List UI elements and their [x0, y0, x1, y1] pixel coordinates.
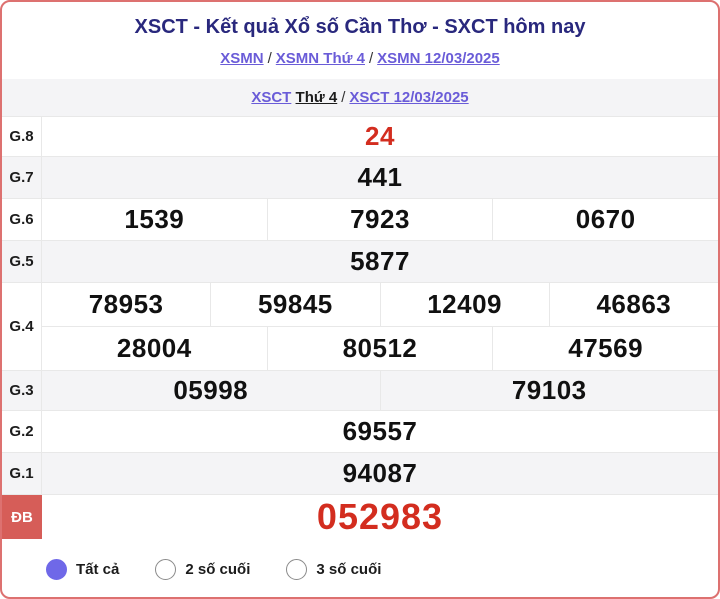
filter-option-label: 3 số cuối — [316, 561, 382, 578]
prize-number: 28004 — [116, 333, 192, 363]
header: XSCT - Kết quả Xổ số Cần Thơ - SXCT hôm … — [2, 2, 718, 70]
filter-option-last2[interactable]: 2 số cuối — [155, 559, 250, 580]
filter-bar: Tất cả 2 số cuối 3 số cuối — [2, 539, 718, 597]
prize-row-g8: G.8 24 — [2, 117, 718, 157]
breadcrumb-link-xsmn[interactable]: XSMN — [220, 50, 264, 67]
prize-label-special: ĐB — [2, 495, 42, 539]
breadcrumb-link-xsct[interactable]: XSCT — [251, 89, 292, 106]
filter-option-label: Tất cả — [76, 561, 120, 578]
filter-option-last3[interactable]: 3 số cuối — [286, 559, 381, 580]
prize-row-g5: G.5 5877 — [2, 241, 718, 283]
breadcrumb-link-xsct-date[interactable]: XSCT 12/03/2025 — [349, 89, 469, 106]
breadcrumb-current-day: Thứ 4 — [295, 89, 338, 106]
radio-all-icon[interactable] — [46, 559, 67, 580]
breadcrumb-link-xsmn-date[interactable]: XSMN 12/03/2025 — [377, 50, 500, 67]
breadcrumb-xsct: XSCT Thứ 4/XSCT 12/03/2025 — [2, 79, 718, 117]
prize-number: 24 — [365, 121, 395, 151]
page-title: XSCT - Kết quả Xổ số Cần Thơ - SXCT hôm … — [134, 16, 586, 38]
prize-number: 1539 — [124, 204, 185, 234]
prize-number: 0670 — [492, 199, 718, 240]
prize-number: 12409 — [379, 283, 549, 326]
filter-option-all[interactable]: Tất cả — [46, 559, 119, 580]
prize-label: G.4 — [2, 283, 42, 370]
prize-number: 59845 — [210, 283, 379, 326]
prize-number: 47569 — [492, 327, 718, 370]
breadcrumb-separator: / — [368, 50, 374, 67]
prize-label: G.2 — [2, 411, 42, 452]
prize-row-g2: G.2 69557 — [2, 411, 718, 453]
prize-number: 78953 — [88, 289, 164, 319]
prize-number: 80512 — [266, 327, 493, 370]
results-table: G.8 24 G.7 441 G.6 1539 7923 0670 G.5 58… — [2, 117, 718, 539]
breadcrumb-separator: / — [267, 50, 272, 67]
prize-number: 94087 — [342, 458, 418, 488]
prize-number: 69557 — [342, 416, 418, 446]
prize-label: G.6 — [2, 199, 42, 240]
prize-row-g6: G.6 1539 7923 0670 — [2, 199, 718, 241]
radio-last2-icon[interactable] — [155, 559, 177, 580]
special-prize-number: 052983 — [316, 496, 444, 537]
prize-label: G.1 — [2, 453, 42, 494]
prize-number: 79103 — [379, 371, 719, 410]
prize-row-g3: G.3 05998 79103 — [2, 371, 718, 411]
prize-row-g4: G.4 78953 59845 12409 46863 28004 80512 … — [2, 283, 718, 371]
prize-number: 05998 — [173, 375, 249, 405]
prize-label: G.8 — [2, 117, 42, 156]
prize-label: G.3 — [2, 371, 42, 410]
prize-number: 7923 — [266, 199, 493, 240]
prize-label: G.5 — [2, 241, 42, 282]
prize-row-g7: G.7 441 — [2, 157, 718, 199]
prize-row-db: ĐB 052983 — [2, 495, 718, 539]
filter-option-label: 2 số cuối — [185, 561, 251, 578]
prize-number: 441 — [357, 162, 403, 192]
breadcrumb-xsmn: XSMN / XSMN Thứ 4/XSMN 12/03/2025 — [2, 48, 718, 70]
prize-number: 5877 — [350, 246, 410, 276]
prize-label: G.7 — [2, 157, 42, 198]
breadcrumb-separator: / — [341, 89, 346, 106]
breadcrumb-link-xsmn-thu4[interactable]: XSMN Thứ 4 — [275, 50, 365, 67]
radio-last3-icon[interactable] — [286, 559, 308, 580]
prize-row-g1: G.1 94087 — [2, 453, 718, 495]
prize-number: 46863 — [548, 283, 718, 326]
